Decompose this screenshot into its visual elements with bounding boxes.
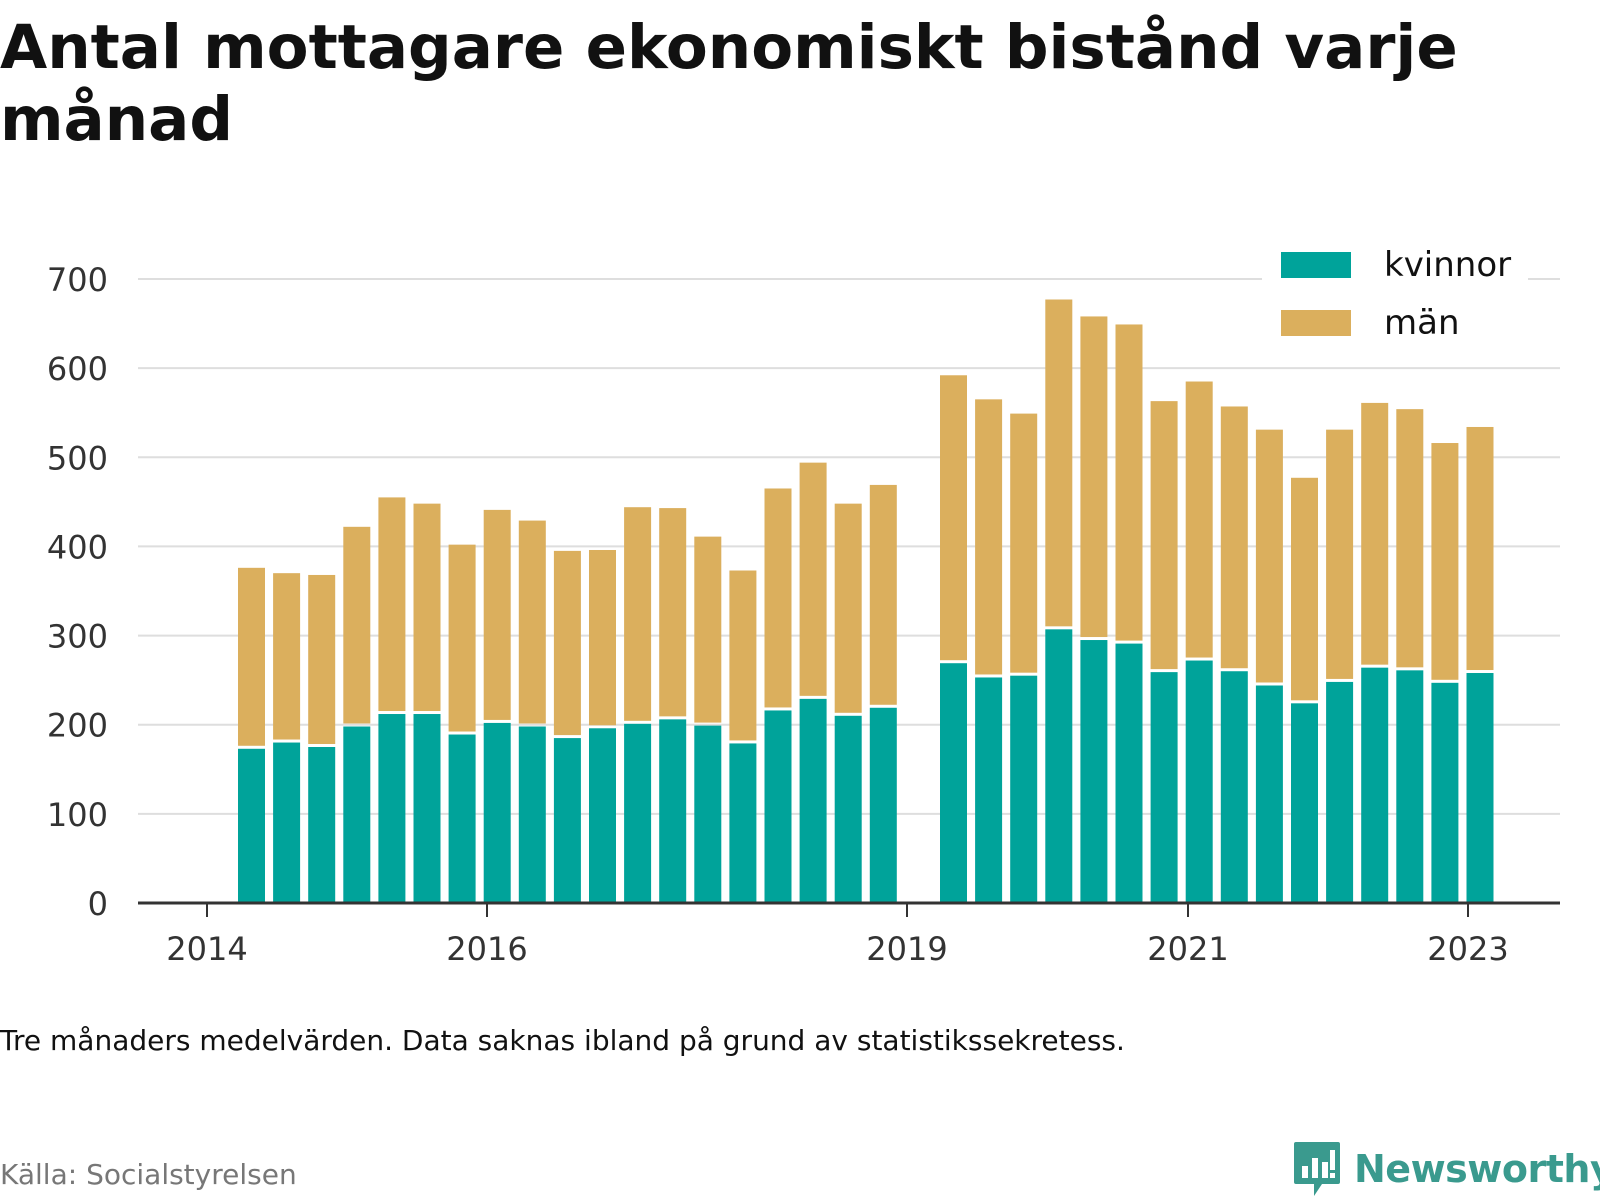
bar-kvinnor — [1220, 671, 1248, 903]
bar-man — [1291, 477, 1318, 701]
bar-kvinnor — [518, 726, 546, 903]
y-tick-label: 300 — [47, 618, 108, 656]
legend-swatch — [1281, 252, 1351, 278]
bar-kvinnor — [238, 748, 265, 903]
legend-swatch — [1281, 310, 1351, 336]
bar-kvinnor — [1326, 681, 1354, 903]
newsworthy-logo: Newsworthy — [1292, 1140, 1600, 1198]
x-tick-label: 2019 — [866, 930, 947, 968]
bar-man — [694, 536, 722, 723]
bar-man — [1361, 402, 1389, 665]
bar-kvinnor — [553, 738, 581, 903]
bar-kvinnor — [273, 742, 301, 903]
bar-kvinnor — [378, 714, 406, 903]
x-tick-label: 2021 — [1147, 930, 1228, 968]
bar-man — [448, 544, 476, 732]
y-tick-label: 200 — [47, 707, 108, 745]
bar-kvinnor — [729, 743, 757, 903]
bar-kvinnor — [975, 677, 1003, 903]
bar-kvinnor — [764, 710, 792, 903]
bar-kvinnor — [1185, 660, 1213, 903]
bar-kvinnor — [448, 734, 476, 903]
bar-kvinnor — [483, 722, 511, 903]
bar-man — [940, 375, 967, 661]
bar-man — [1115, 324, 1143, 641]
bar-man — [1431, 443, 1459, 680]
bar-man — [1220, 406, 1248, 669]
bar-man — [553, 550, 581, 736]
bar-man — [1396, 409, 1424, 668]
bar-man — [483, 509, 511, 720]
bar-kvinnor — [1010, 675, 1038, 903]
bar-man — [1255, 429, 1283, 683]
bar-kvinnor — [1431, 682, 1459, 903]
legend-label: kvinnor — [1384, 245, 1511, 285]
brand-name: Newsworthy — [1354, 1147, 1600, 1191]
bar-kvinnor — [343, 726, 371, 903]
bar-man — [413, 503, 441, 712]
bar-man — [659, 508, 687, 717]
bar-man — [729, 570, 757, 741]
bar-man — [1150, 401, 1178, 670]
chart-note: Tre månaders medelvärden. Data saknas ib… — [0, 1024, 1125, 1057]
bar-man — [1045, 299, 1073, 627]
y-tick-label: 500 — [47, 439, 108, 477]
y-tick-label: 700 — [47, 261, 108, 299]
bar-man — [1080, 316, 1108, 638]
bar-man — [589, 549, 616, 726]
bar-man — [273, 573, 301, 740]
bar-man — [975, 399, 1003, 675]
bar-kvinnor — [1150, 672, 1178, 903]
bar-chart: 0 100 200 300 400 500 600 700 2014 2016 2019 2021 20… — [46, 245, 1560, 968]
bar-man — [1466, 426, 1494, 671]
bar-kvinnor — [1466, 673, 1494, 903]
source-label: Källa: Socialstyrelsen — [0, 1158, 297, 1191]
x-tick-label: 2014 — [166, 930, 247, 968]
bar-kvinnor — [799, 698, 827, 903]
bar-kvinnor — [1115, 643, 1143, 903]
newsworthy-icon — [1294, 1142, 1340, 1196]
y-tick-label: 400 — [47, 528, 108, 566]
x-tick-label: 2023 — [1427, 930, 1508, 968]
bar-man — [1010, 413, 1038, 673]
bar-man — [869, 484, 897, 705]
y-tick-label: 0 — [88, 885, 108, 923]
bar-kvinnor — [659, 719, 687, 903]
bar-kvinnor — [589, 728, 616, 903]
bar-kvinnor — [1080, 640, 1108, 903]
bar-man — [1326, 429, 1354, 679]
bar-kvinnor — [869, 707, 897, 903]
bar-kvinnor — [413, 714, 441, 903]
bar-kvinnor — [1291, 703, 1318, 903]
legend-label: män — [1384, 303, 1460, 343]
bar-kvinnor — [1255, 685, 1283, 903]
bar-man — [343, 526, 371, 724]
x-tick-label: 2016 — [446, 930, 527, 968]
bar-man — [799, 462, 827, 696]
y-tick-label: 100 — [47, 796, 108, 834]
bar-kvinnor — [308, 747, 336, 903]
bar-kvinnor — [1045, 629, 1073, 903]
bar-kvinnor — [834, 715, 862, 903]
bar-kvinnor — [1361, 667, 1389, 903]
bar-man — [518, 520, 546, 724]
bar-kvinnor — [624, 723, 652, 903]
bar-man — [1185, 381, 1213, 658]
bar-kvinnor — [694, 725, 722, 903]
bar-kvinnor — [1396, 670, 1424, 903]
chart-title: Antal mottagare ekonomiskt bistånd varje… — [0, 12, 1458, 155]
y-tick-label: 600 — [47, 350, 108, 388]
bar-man — [238, 567, 265, 746]
bar-man — [834, 503, 862, 713]
bar-kvinnor — [940, 663, 967, 903]
bar-man — [624, 507, 652, 721]
bar-man — [378, 497, 406, 712]
bar-man — [764, 488, 792, 708]
bar-man — [308, 574, 336, 744]
